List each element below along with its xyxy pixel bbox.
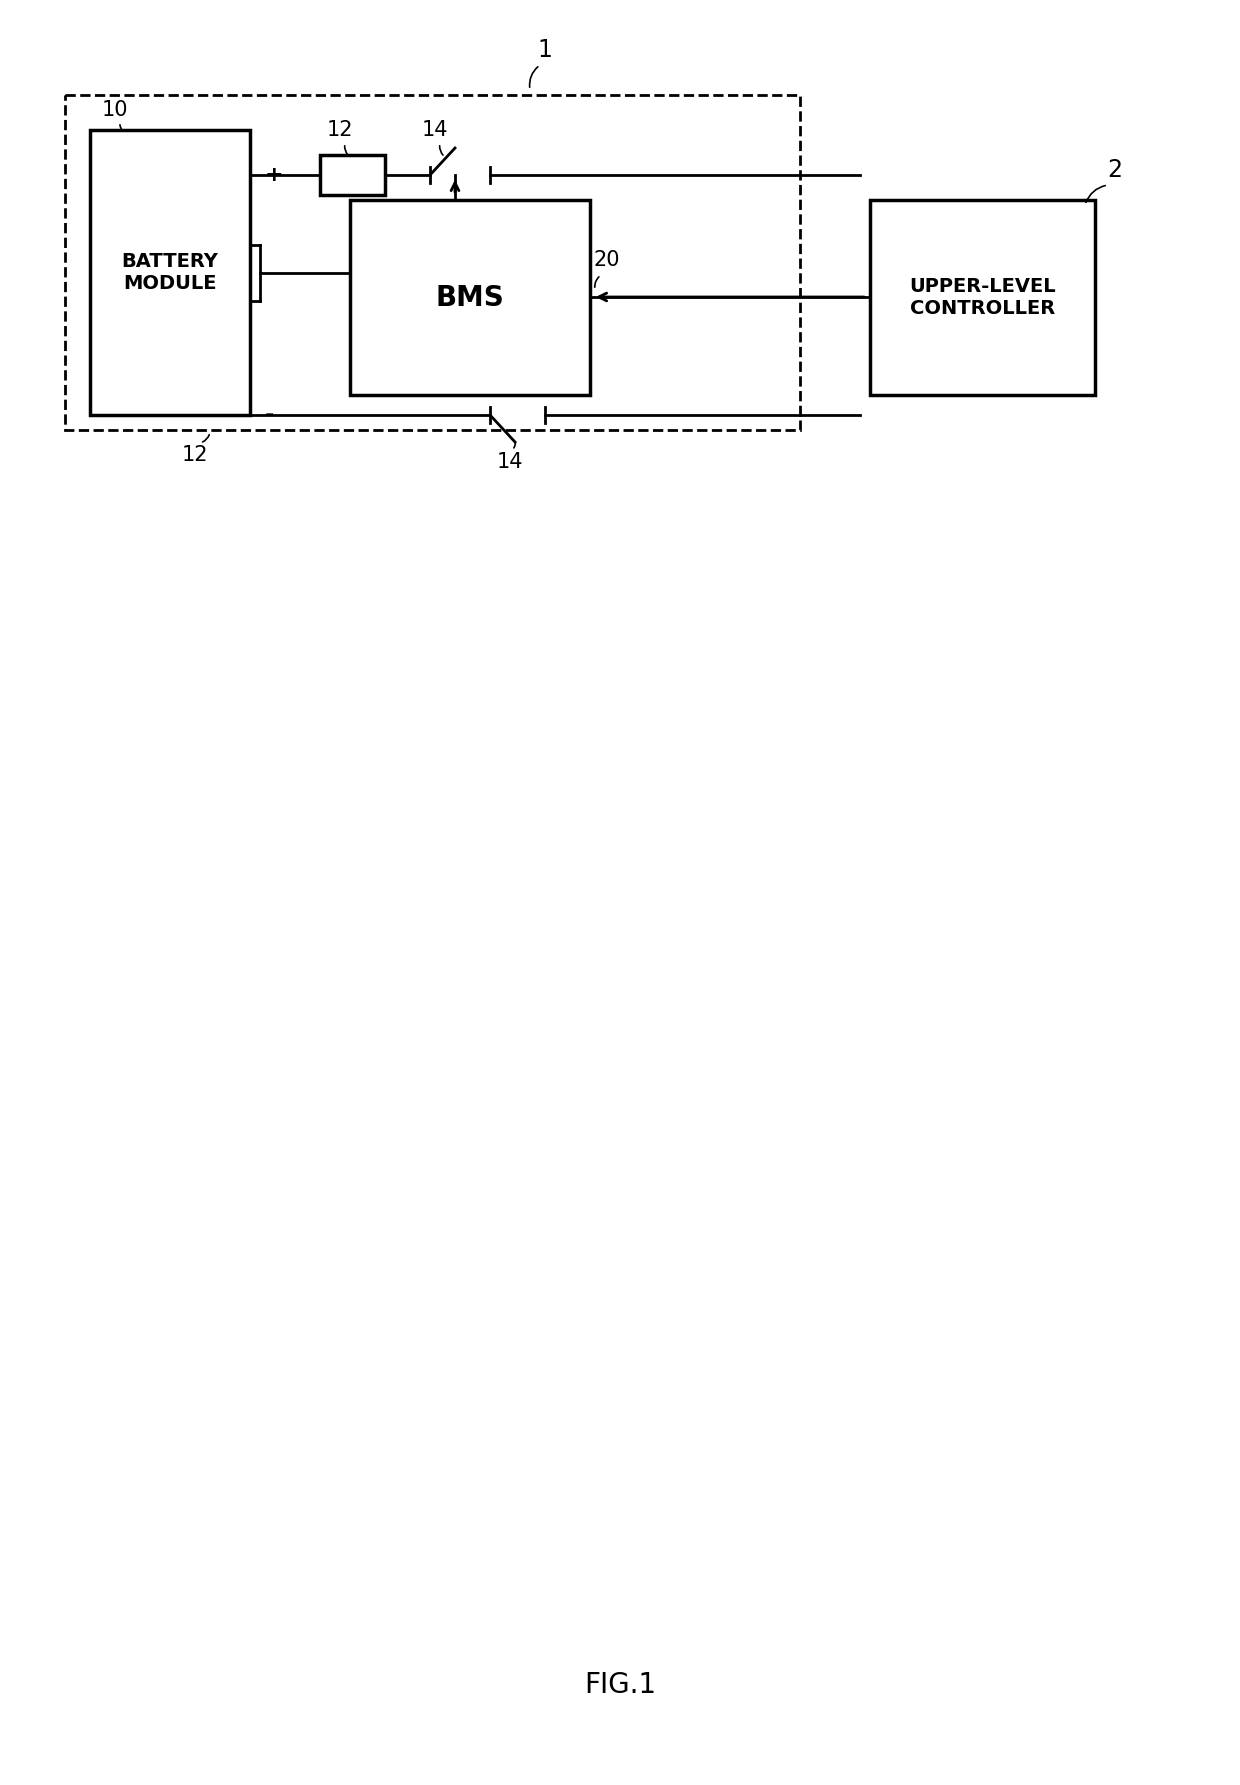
Text: +: +: [265, 164, 284, 186]
Bar: [64, 95, 800, 430]
Text: UPPER-LEVEL
CONTROLLER: UPPER-LEVEL CONTROLLER: [909, 277, 1055, 318]
Bar: [870, 200, 1095, 394]
Text: 14: 14: [422, 120, 448, 139]
Text: 2: 2: [1107, 159, 1122, 182]
Text: 14: 14: [497, 452, 523, 471]
Text: -: -: [265, 405, 274, 425]
Bar: [320, 155, 384, 195]
Text: 1: 1: [538, 37, 553, 62]
Text: 12: 12: [182, 444, 208, 466]
Text: 20: 20: [594, 250, 620, 270]
Bar: [91, 130, 250, 414]
Text: BATTERY
MODULE: BATTERY MODULE: [122, 252, 218, 293]
Text: 10: 10: [102, 100, 128, 120]
Text: BMS: BMS: [435, 284, 505, 312]
Text: 12: 12: [327, 120, 353, 139]
Bar: [350, 200, 590, 394]
Text: FIG.1: FIG.1: [584, 1671, 656, 1699]
